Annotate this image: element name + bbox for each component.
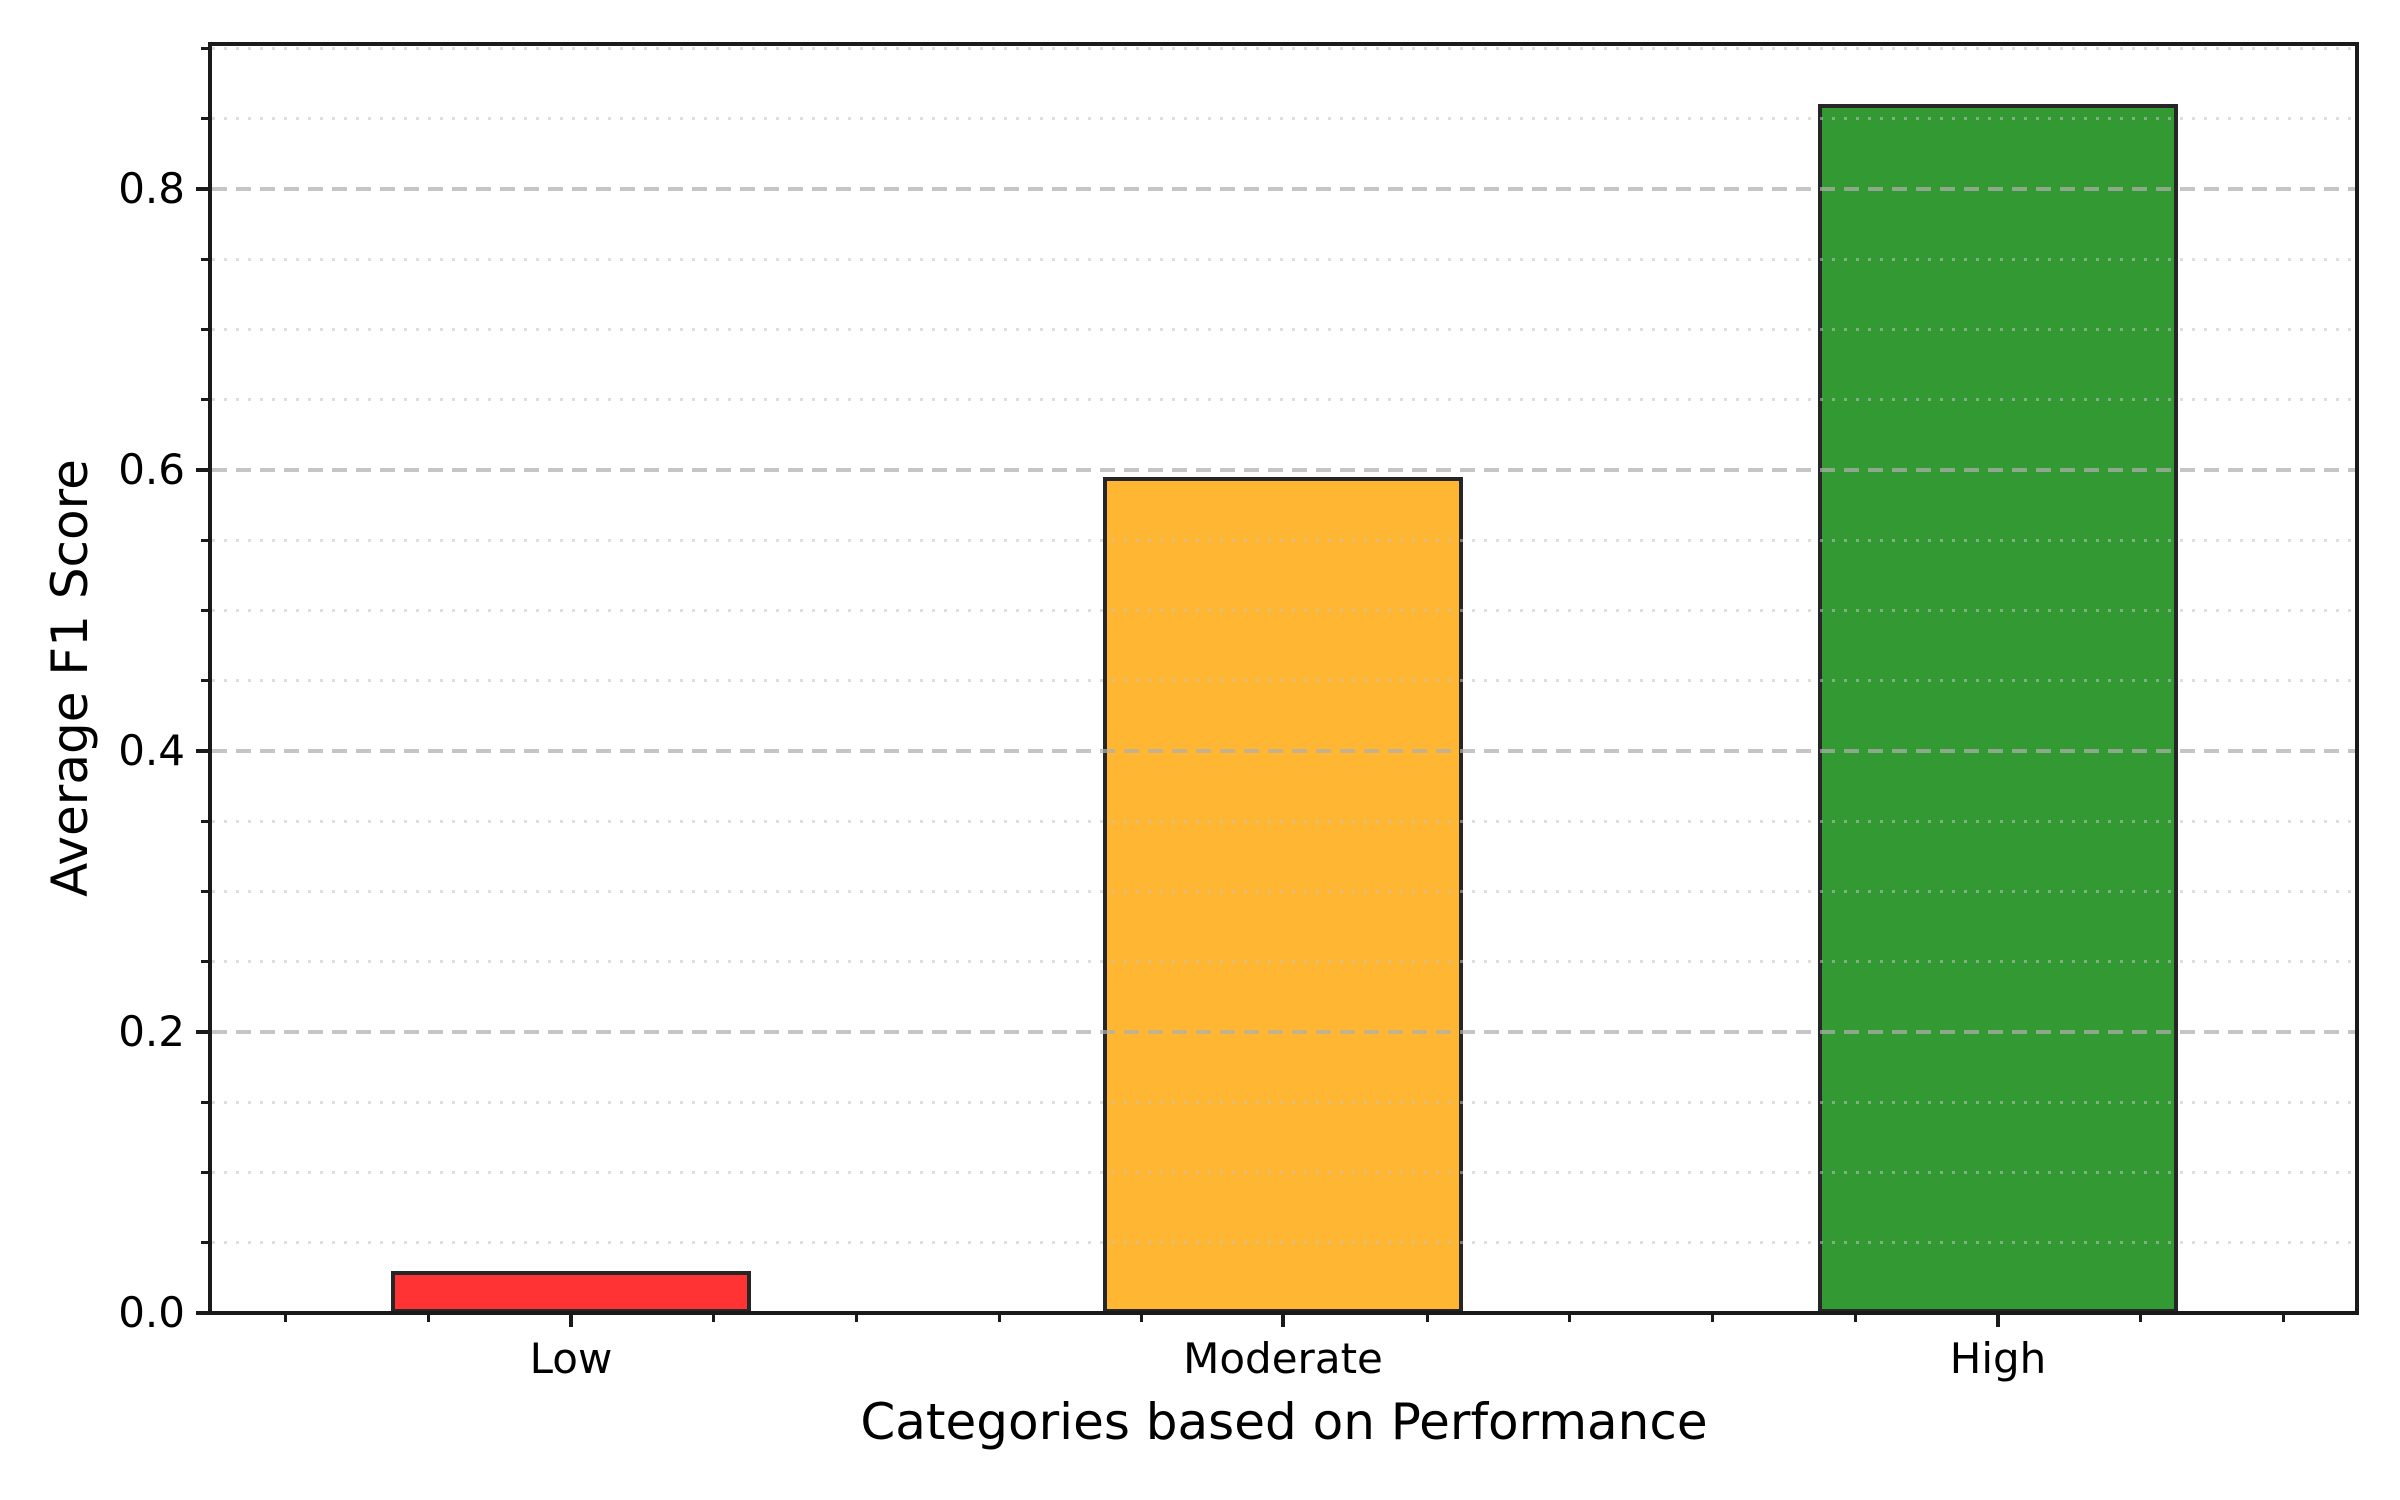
- y-minor-tick: [201, 538, 208, 542]
- y-minor-tick: [201, 960, 208, 964]
- major-gridline: [212, 748, 2355, 753]
- x-minor-tick: [2139, 1315, 2143, 1322]
- y-minor-tick: [201, 889, 208, 893]
- x-major-tick: [1996, 1315, 2000, 1327]
- minor-gridline: [212, 819, 2355, 823]
- x-axis-label: Categories based on Performance: [860, 1393, 1708, 1451]
- minor-gridline: [212, 889, 2355, 893]
- minor-gridline: [212, 679, 2355, 683]
- right-spine: [2355, 42, 2359, 1315]
- x-minor-tick: [1711, 1315, 1715, 1322]
- y-major-tick: [196, 748, 208, 753]
- x-minor-tick: [1568, 1315, 1572, 1322]
- x-minor-tick: [1853, 1315, 1857, 1322]
- minor-gridline: [212, 538, 2355, 542]
- bar-low: [391, 1271, 751, 1313]
- minor-gridline: [212, 1100, 2355, 1104]
- y-minor-tick: [201, 819, 208, 823]
- x-minor-tick: [712, 1315, 716, 1322]
- y-axis-label: Average F1 Score: [41, 459, 99, 897]
- y-tick-label: 0.6: [118, 444, 185, 494]
- left-spine: [208, 42, 212, 1315]
- y-minor-tick: [201, 679, 208, 683]
- y-major-tick: [196, 1311, 208, 1315]
- minor-gridline: [212, 960, 2355, 964]
- minor-gridline: [212, 608, 2355, 612]
- minor-gridline: [212, 257, 2355, 261]
- y-minor-tick: [201, 46, 208, 50]
- x-minor-tick: [284, 1315, 288, 1322]
- y-minor-tick: [201, 1100, 208, 1104]
- y-tick-label: 0.2: [118, 1006, 185, 1056]
- x-tick-label: High: [1949, 1334, 2047, 1383]
- y-tick-label: 0.4: [118, 725, 185, 775]
- x-minor-tick: [1140, 1315, 1144, 1322]
- x-minor-tick: [997, 1315, 1001, 1322]
- x-tick-label: Moderate: [1183, 1334, 1383, 1383]
- y-major-tick: [196, 186, 208, 191]
- y-minor-tick: [201, 327, 208, 331]
- y-minor-tick: [201, 116, 208, 120]
- y-minor-tick: [201, 608, 208, 612]
- y-major-tick: [196, 1029, 208, 1034]
- y-tick-label: 0.8: [118, 163, 185, 213]
- x-tick-label: Low: [529, 1334, 613, 1383]
- y-minor-tick: [201, 257, 208, 261]
- major-gridline: [212, 186, 2355, 191]
- x-minor-tick: [2281, 1315, 2285, 1322]
- top-spine: [208, 42, 2359, 46]
- minor-gridline: [212, 46, 2355, 50]
- y-tick-label: 0.0: [118, 1288, 185, 1337]
- x-minor-tick: [426, 1315, 430, 1322]
- minor-gridline: [212, 1241, 2355, 1245]
- minor-gridline: [212, 398, 2355, 402]
- x-major-tick: [569, 1315, 573, 1327]
- bottom-spine: [208, 1311, 2359, 1315]
- y-major-tick: [196, 467, 208, 472]
- y-minor-tick: [201, 1170, 208, 1174]
- x-major-tick: [1281, 1315, 1285, 1327]
- x-minor-tick: [854, 1315, 858, 1322]
- y-minor-tick: [201, 1241, 208, 1245]
- y-minor-tick: [201, 398, 208, 402]
- bar-moderate: [1103, 477, 1463, 1313]
- minor-gridline: [212, 327, 2355, 331]
- minor-gridline: [212, 116, 2355, 120]
- bar-high: [1818, 104, 2178, 1313]
- x-minor-tick: [1425, 1315, 1429, 1322]
- major-gridline: [212, 1029, 2355, 1034]
- minor-gridline: [212, 1170, 2355, 1174]
- major-gridline: [212, 467, 2355, 472]
